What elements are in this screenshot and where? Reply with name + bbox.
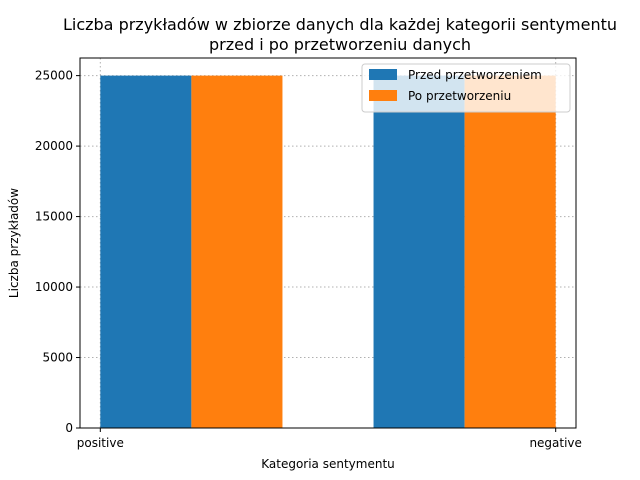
x-axis-label: Kategoria sentymentu — [261, 457, 395, 471]
y-axis-ticks: 0 5000 10000 15000 20000 25000 — [35, 69, 80, 435]
chart-title-line-1: Liczba przykładów w zbiorze danych dla k… — [63, 15, 617, 34]
legend-label-after: Po przetworzeniu — [408, 89, 511, 103]
x-axis-ticks: positive negative — [77, 428, 582, 450]
bar-positive-series-0 — [100, 75, 192, 428]
legend-label-before: Przed przetworzeniem — [408, 68, 542, 82]
bar-positive-series-1 — [191, 75, 283, 428]
legend-box — [361, 63, 571, 113]
y-tick-label: 25000 — [35, 69, 73, 83]
y-tick-label: 0 — [65, 421, 73, 435]
legend-swatch-before — [369, 69, 397, 80]
chart-title-line-2: przed i po przetworzeniu danych — [209, 35, 471, 54]
bar-negative-series-0 — [373, 75, 465, 428]
legend-swatch-after — [369, 90, 397, 101]
bar-negative-series-1 — [464, 75, 556, 428]
y-tick-label: 10000 — [35, 280, 73, 294]
x-tick-label-negative: negative — [529, 436, 581, 450]
y-axis-label: Liczba przykładów — [7, 188, 21, 298]
y-tick-label: 15000 — [35, 210, 73, 224]
plot-frame — [79, 57, 577, 429]
legend: Przed przetworzeniem Po przetworzeniu — [361, 63, 571, 113]
y-tick-label: 5000 — [42, 351, 73, 365]
x-tick-label-positive: positive — [77, 436, 124, 450]
bars — [100, 75, 556, 428]
y-tick-label: 20000 — [35, 139, 73, 153]
